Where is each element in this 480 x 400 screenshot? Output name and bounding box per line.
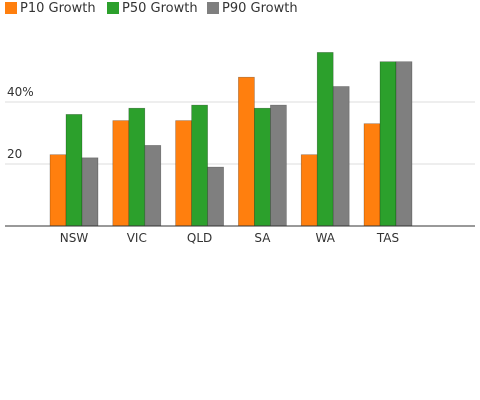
legend-label-2: P50 Growth — [122, 1, 198, 16]
legend-swatch-1 — [5, 2, 17, 14]
x-tick-label-sa: SA — [254, 231, 271, 245]
bar-tas-p90-growth — [395, 61, 413, 227]
bar-sa-p10-growth — [238, 76, 255, 227]
y-axis-ticks: 20 40% — [7, 85, 34, 161]
bar-qld-p10-growth — [175, 120, 192, 227]
bar-wa-p50-growth — [316, 52, 334, 227]
bar-vic-p50-growth — [128, 107, 146, 227]
legend-swatch-3 — [207, 2, 219, 14]
x-tick-label-qld: QLD — [187, 231, 212, 245]
x-tick-label-wa: WA — [315, 231, 335, 245]
x-axis-labels: NSW VIC QLD SA WA TAS — [60, 231, 399, 245]
bar-qld-p50-growth — [191, 104, 208, 227]
bar-sa-p50-growth — [254, 107, 271, 227]
bar-nsw-p10-growth — [49, 154, 67, 227]
bar-nsw-p50-growth — [65, 114, 83, 227]
x-tick-label-nsw: NSW — [60, 231, 89, 245]
bar-wa-p90-growth — [332, 86, 350, 227]
bar-vic-p90-growth — [144, 145, 162, 227]
x-tick-label-tas: TAS — [376, 231, 399, 245]
bar-tas-p10-growth — [363, 123, 381, 227]
bar-nsw-p90-growth — [81, 157, 99, 227]
bar-wa-p10-growth — [300, 154, 318, 227]
bar-sa-p90-growth — [270, 104, 287, 227]
y-tick-label-40: 40% — [7, 85, 34, 99]
bar-tas-p50-growth — [379, 61, 397, 227]
bar-qld-p90-growth — [207, 166, 224, 227]
legend-swatch-2 — [107, 2, 119, 14]
bar-vic-p10-growth — [112, 120, 130, 227]
legend-label-3: P90 Growth — [222, 1, 298, 16]
legend-label-1: P10 Growth — [20, 1, 96, 16]
bars — [49, 52, 413, 227]
y-tick-label-20: 20 — [7, 147, 22, 161]
legend: P10 Growth P50 Growth P90 Growth — [5, 1, 298, 16]
x-tick-label-vic: VIC — [127, 231, 147, 245]
